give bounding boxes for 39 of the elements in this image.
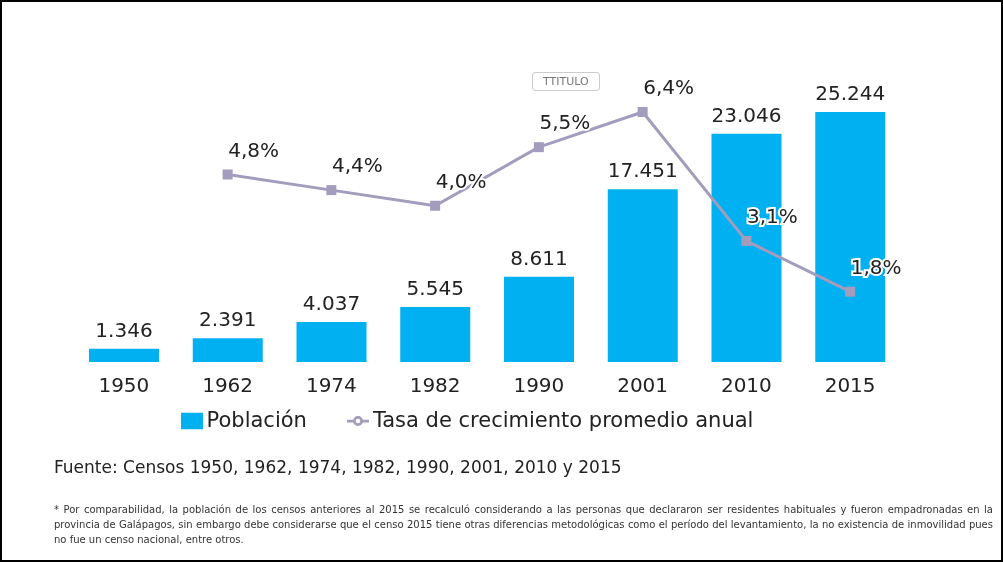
data-label: 5.545 [406, 276, 464, 301]
point [533, 142, 544, 153]
x-tick-label: 1982 [409, 373, 461, 398]
x-tick-label: 1962 [202, 373, 254, 398]
bar [192, 338, 263, 362]
point [222, 169, 233, 180]
data-label: 4,0% [435, 168, 487, 193]
data-label: 2.391 [199, 307, 257, 332]
source-note: Fuente: Censos 1950, 1962, 1974, 1982, 1990, 2001, 2010 y 2015 [54, 457, 622, 477]
data-label: 4,8% [228, 137, 280, 162]
x-tick-label: 1950 [98, 373, 150, 398]
x-tick-label: 1974 [305, 373, 357, 398]
x-tick-label: 2015 [824, 373, 876, 398]
x-tick-label: 1990 [513, 373, 565, 398]
legend-label: Población [206, 408, 307, 432]
data-label: 4.037 [302, 291, 361, 316]
data-label: 4,4% [331, 153, 383, 178]
legend-label: Tasa de crecimiento promedio anual [372, 408, 754, 432]
bar [89, 348, 159, 362]
point [741, 235, 752, 246]
bar [607, 189, 678, 362]
bar [400, 307, 471, 362]
text: TTITULO [532, 72, 600, 91]
bar [296, 322, 367, 362]
data-label: 8.611 [510, 245, 568, 270]
point [845, 286, 856, 297]
data-label: 1.346 [95, 317, 153, 342]
data-label: 6,4% [643, 75, 695, 99]
data-label: 25.244 [815, 81, 886, 105]
point [326, 185, 337, 196]
x-tick-label: 2001 [617, 373, 669, 398]
data-label: 23.046 [711, 102, 782, 127]
point [430, 200, 441, 211]
point [637, 107, 648, 117]
data-label: 5,5% [539, 110, 591, 135]
data-label: 17.451 [607, 158, 678, 183]
bar [504, 276, 574, 362]
text: * Por comparabilidad, la población de los censos anteriores al 2015 se recalculó considerando a las personas que declararon ser residentes habituales y fueron empadronadas en la provincia de Galápagos, sin embargo debe considerarse que el censo 2015 tiene otras diferencias metodológicas como el período del levantamiento, la no existencia de inmovilidad pues no fue un censo nacional, entre otros. [54, 503, 993, 547]
x-tick-label: 2010 [720, 373, 772, 398]
